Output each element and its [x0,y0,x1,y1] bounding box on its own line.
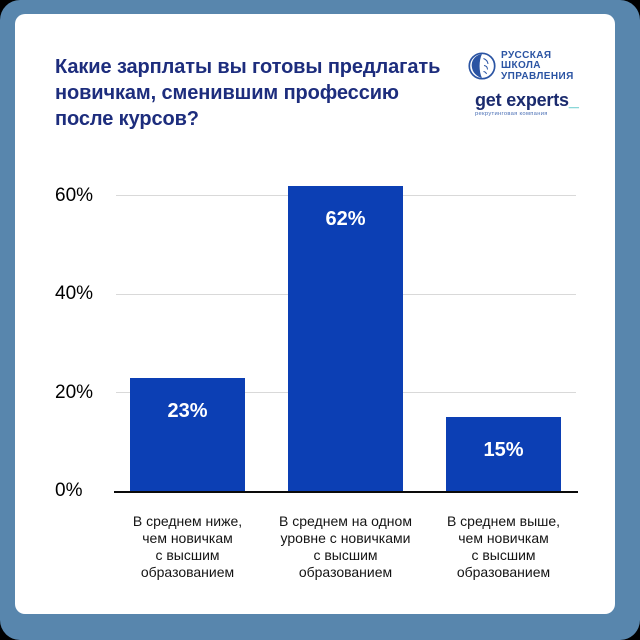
get-experts-tagline: рекрутинговая компания [475,111,548,117]
bar-value-label: 15% [483,439,524,462]
x-axis-category-label: В среднем ниже, чем новичкам с высшим образ… [132,513,243,580]
bar [130,377,245,491]
x-axis-category-label: В среднем на одном уровне с новичками с вы… [279,513,412,580]
get-experts-wordmark: get experts_ [475,90,579,110]
rsu-logo-text: РУССКАЯ ШКОЛА УПРАВЛЕНИЯ [501,50,574,82]
get-experts-underscore: _ [568,90,579,110]
page-title: Какие зарплаты вы готовы предлагать нович… [55,56,441,130]
rsu-emblem-icon [468,52,496,80]
x-axis-line [114,490,578,493]
infographic-card: Какие зарплаты вы готовы предлагать нович… [15,14,615,614]
get-experts-logo: get experts_ рекрутинговая компания [475,90,579,117]
rsu-logo: РУССКАЯ ШКОЛА УПРАВЛЕНИЯ [468,50,574,82]
bar-plot: 0% 20% 40% 60% 23% В среднем ниже, чем новичка… [55,174,578,580]
bar-value-label: 62% [325,207,366,230]
bar [288,185,403,491]
y-axis-tick-label: 40% [55,283,94,305]
bar-value-label: 23% [167,399,208,422]
y-axis-tick-label: 60% [55,184,94,206]
y-axis-tick-label: 20% [55,381,94,403]
x-axis-category-label: В среднем выше, чем новичкам с высшим образ… [446,513,561,580]
y-axis-tick-label: 0% [55,480,83,501]
bar [446,417,561,491]
